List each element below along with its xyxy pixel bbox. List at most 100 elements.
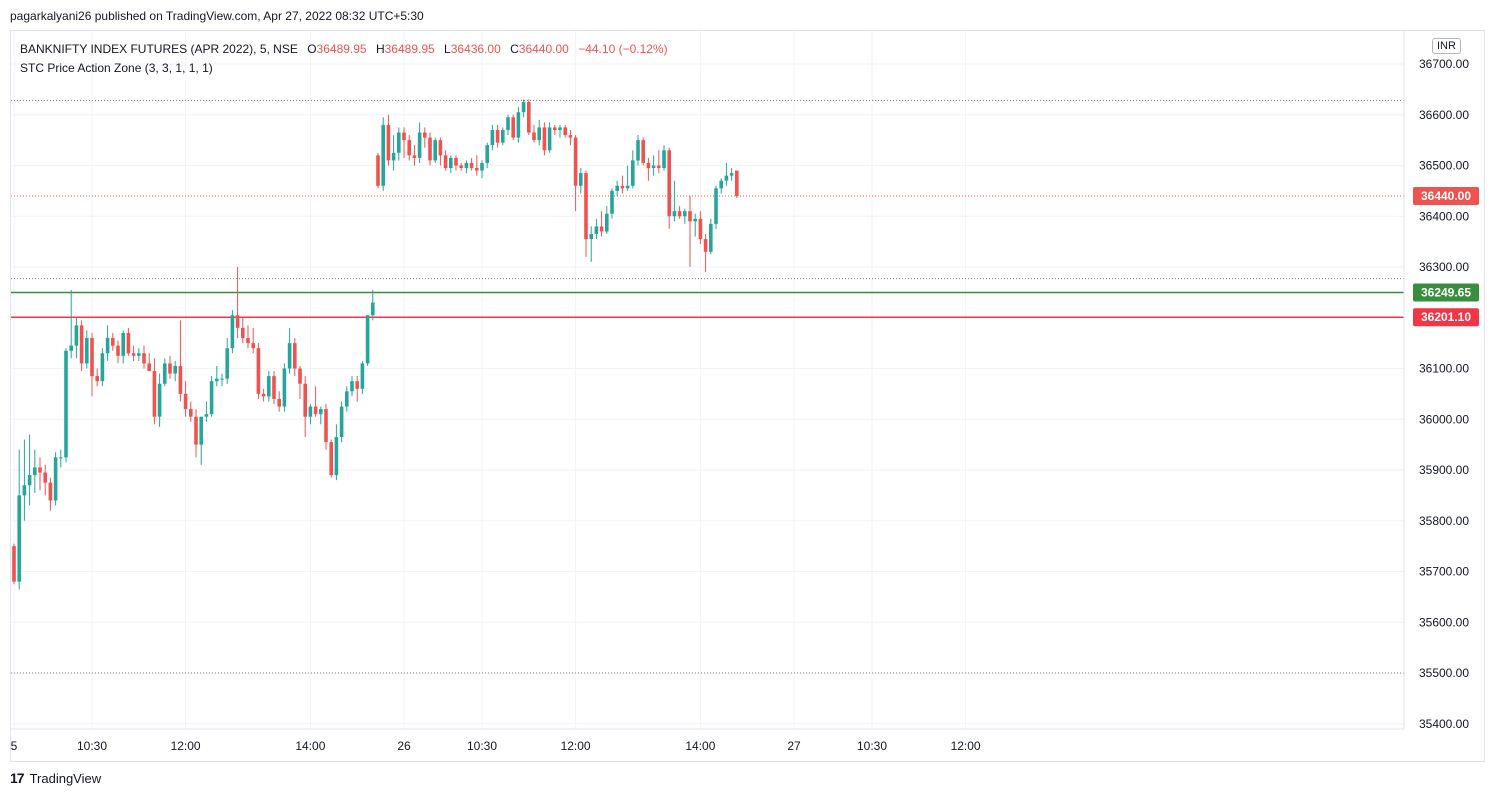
candle-body (615, 185, 619, 191)
time-axis[interactable]: 5 10:30 12:00 14:00 26 10:30 12:00 14:00 27 10:30… (11, 739, 981, 753)
candle-body (511, 117, 515, 138)
x-tick-label: 27 (787, 739, 801, 753)
candle-body (360, 363, 365, 389)
candle-body (480, 162, 484, 171)
price-axis[interactable]: 36700.00 36600.00 36500.00 36400.00 36300.00… (1419, 57, 1469, 731)
candle-body (220, 378, 224, 380)
candle-body (241, 327, 245, 339)
candle-body (735, 170, 739, 196)
candle-body (553, 127, 557, 130)
candle-body (641, 140, 645, 163)
candle-body (173, 365, 177, 374)
candle-body (272, 376, 276, 399)
candle-body (43, 472, 47, 483)
candle-body (631, 160, 635, 186)
candle-body (402, 132, 406, 141)
candle-body (443, 155, 448, 169)
legend-high-value: 36489.95 (384, 42, 435, 56)
legend-ohlc-row: BANKNIFTY INDEX FUTURES (APR 2022), 5, N… (20, 40, 674, 59)
publisher-line: pagarkalyani26 published on TradingView.… (10, 9, 424, 23)
candle-body (293, 343, 297, 369)
candle-body (95, 376, 99, 382)
candle-body (386, 124, 391, 161)
candle-body (475, 168, 479, 171)
legend-open-value: 36489.95 (316, 42, 367, 56)
chart-legend: BANKNIFTY INDEX FUTURES (APR 2022), 5, N… (20, 40, 674, 78)
candle-body (568, 135, 573, 138)
candle-body (256, 348, 261, 394)
candle-body (48, 482, 53, 501)
candle-body (17, 495, 21, 582)
price-tag-label: 36249.65 (1421, 286, 1471, 300)
candle-body (579, 173, 583, 186)
candle-body (111, 338, 115, 346)
candle-body (724, 175, 729, 181)
horizontal-levels (11, 100, 1404, 674)
x-tick-label: 12:00 (561, 739, 591, 753)
candle-body (371, 302, 375, 316)
x-tick-label: 14:00 (295, 739, 325, 753)
candle-body (662, 150, 666, 169)
candle-body (594, 226, 599, 235)
candle-body (38, 467, 42, 473)
candle-body (693, 218, 697, 222)
price-tag-box (1413, 283, 1479, 302)
candle-body (339, 406, 344, 438)
candle-body (189, 409, 193, 417)
candle-body (303, 383, 307, 417)
candle-body (178, 365, 183, 394)
chart-frame[interactable] (10, 30, 1485, 762)
candle-body (651, 165, 656, 169)
y-tick-label: 35900.00 (1419, 463, 1469, 477)
footer-brand: 17 TradingView (10, 770, 101, 786)
y-tick-label: 35500.00 (1419, 666, 1469, 680)
candle-body (516, 112, 521, 138)
candle-body (672, 211, 677, 217)
y-tick-label: 36300.00 (1419, 260, 1469, 274)
candle-body (605, 213, 609, 232)
candle-body (469, 162, 474, 169)
candle-body (85, 338, 89, 364)
price-tag-box (1413, 186, 1479, 205)
candle-body (168, 363, 172, 374)
candle-body (714, 188, 718, 224)
candle-body (308, 406, 313, 417)
legend-low-value: 36436.00 (450, 42, 501, 56)
legend-low-label: L (444, 42, 451, 56)
candle-body (381, 124, 385, 186)
brand-name: TradingView (29, 770, 102, 786)
candle-body (251, 343, 255, 349)
legend-close-value: 36440.00 (518, 42, 569, 56)
candle-body (33, 467, 37, 476)
candle-body (157, 383, 162, 417)
candle-body (100, 353, 105, 382)
legend-indicator[interactable]: STC Price Action Zone (3, 3, 1, 1, 1) (20, 61, 213, 75)
y-tick-label: 36700.00 (1419, 57, 1469, 71)
candle-body (90, 338, 94, 377)
candle-body (142, 353, 146, 364)
candle-body (636, 140, 640, 161)
candle-body (709, 223, 713, 252)
candle-body (204, 414, 209, 417)
candle-body (121, 332, 125, 356)
candle-body (64, 350, 68, 458)
candle-body (324, 409, 328, 443)
candle-body (407, 140, 411, 156)
x-tick-label: 10:30 (857, 739, 887, 753)
candle-body (625, 185, 630, 189)
candle-body (230, 315, 235, 349)
price-tags: 36249.65 36201.10 36440.00 (1413, 186, 1479, 327)
candle-body (69, 345, 73, 351)
candle-body (589, 234, 593, 240)
candle-body (433, 140, 437, 161)
x-tick-label: 14:00 (685, 739, 715, 753)
candle-body (277, 398, 281, 407)
candle-body (225, 348, 229, 379)
currency-button[interactable]: INR (1432, 38, 1461, 54)
candle-body (183, 393, 188, 410)
candle-body (417, 132, 422, 158)
candle-body (454, 157, 458, 166)
candle-body (537, 127, 541, 141)
y-tick-label: 35700.00 (1419, 565, 1469, 579)
